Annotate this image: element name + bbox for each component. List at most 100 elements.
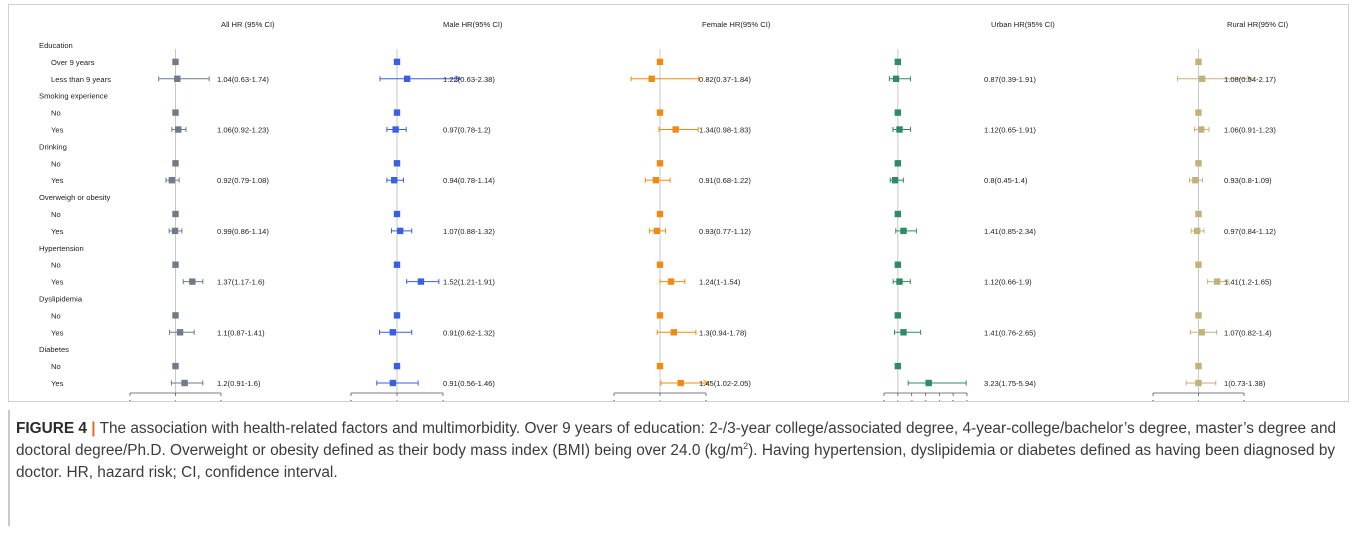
- hr-value-label: 0.97(0.84-1.12): [1224, 227, 1276, 236]
- hr-marker: [1198, 126, 1205, 133]
- hr-marker: [171, 227, 179, 235]
- hr-marker: [1195, 379, 1202, 387]
- x-tick-label: 0: [129, 399, 132, 401]
- hr-marker: [896, 126, 903, 133]
- row-label: Yes: [51, 379, 64, 388]
- row-group-label: Hypertension: [39, 244, 84, 253]
- hr-marker: [176, 329, 184, 336]
- hr-value-label: 1.07(0.82-1.4): [1224, 328, 1272, 337]
- reference-marker: [393, 160, 401, 167]
- hr-value-label: 1.41(0.76-2.65): [984, 328, 1036, 337]
- row-label: Yes: [51, 176, 64, 185]
- row-group-label: Overweigh or obesity: [39, 193, 111, 202]
- reference-marker: [894, 210, 902, 218]
- hr-marker: [900, 329, 907, 336]
- hr-marker: [667, 278, 675, 285]
- hr-value-label: 1.34(0.98-1.83): [699, 126, 751, 135]
- reference-marker: [172, 160, 179, 167]
- hr-value-label: 0.93(0.77-1.12): [699, 227, 751, 236]
- row-label: No: [51, 362, 61, 371]
- forest-plot-figure: Education Over 9 years Less than 9 years Sm…: [8, 4, 1349, 402]
- hr-marker: [389, 379, 397, 387]
- hr-value-label: 1.12(0.66-1.9): [984, 278, 1032, 287]
- forest-plot-svg: Education Over 9 years Less than 9 years Sm…: [39, 20, 1289, 401]
- reference-marker: [172, 109, 179, 116]
- hr-marker: [189, 278, 196, 285]
- reference-marker: [894, 312, 902, 319]
- hr-value-label: 1.41(0.85-2.34): [984, 227, 1036, 236]
- hr-value-label: 1.22(0.63-2.38): [443, 75, 495, 84]
- reference-marker: [393, 210, 401, 218]
- reference-marker: [393, 58, 401, 66]
- x-tick-label: 1: [659, 399, 662, 401]
- x-tick-label: 2: [220, 399, 223, 401]
- row-label: No: [51, 159, 61, 168]
- hr-marker: [168, 177, 176, 184]
- hr-value-label: 1.41(1.2-1.65): [1224, 278, 1272, 287]
- reference-marker: [1195, 261, 1202, 268]
- reference-marker: [1195, 210, 1202, 218]
- x-tick-label: 4: [938, 399, 941, 401]
- row-group-label: Dyslipidemia: [39, 295, 83, 304]
- panel-title: Urban HR(95% CI): [991, 20, 1055, 29]
- reference-marker: [1195, 58, 1202, 66]
- hr-marker: [403, 75, 411, 82]
- row-group-label: Education: [39, 41, 73, 50]
- hr-value-label: 1.06(0.91-1.23): [1224, 126, 1276, 135]
- panel-title: All HR (95% CI): [221, 20, 275, 29]
- x-tick-label: 1: [897, 399, 900, 401]
- hr-value-label: 0.92(0.79-1.08): [217, 176, 269, 185]
- hr-marker: [389, 329, 397, 336]
- hr-value-label: 0.93(0.8-1.09): [1224, 176, 1272, 185]
- hr-value-label: 1.24(1-1.54): [699, 278, 741, 287]
- x-tick-label: 1: [396, 399, 399, 401]
- hr-marker: [1198, 75, 1206, 82]
- reference-marker: [1195, 160, 1202, 167]
- reference-marker: [393, 109, 401, 116]
- hr-value-label: 1.52(1.21-1.91): [443, 278, 495, 287]
- hr-marker: [391, 177, 398, 184]
- x-tick-label: 1: [174, 399, 177, 401]
- reference-marker: [172, 312, 179, 319]
- hr-marker: [648, 75, 655, 82]
- hr-value-label: 1.07(0.88-1.32): [443, 227, 495, 236]
- hr-marker: [1193, 227, 1201, 235]
- row-group-label: Smoking experience: [39, 92, 108, 101]
- hr-marker: [1213, 278, 1221, 285]
- hr-value-label: 1.37(1.17-1.6): [217, 278, 265, 287]
- reference-marker: [1195, 312, 1202, 319]
- hr-marker: [900, 227, 907, 235]
- reference-marker: [393, 362, 401, 370]
- hr-value-label: 3.23(1.75-5.94): [984, 379, 1036, 388]
- reference-marker: [894, 261, 902, 268]
- x-tick-label: 0: [1152, 399, 1155, 401]
- hr-value-label: 1(0.73-1.38): [1224, 379, 1266, 388]
- reference-marker: [656, 312, 664, 319]
- hr-marker: [397, 227, 404, 235]
- hr-marker: [181, 379, 188, 387]
- row-label: No: [51, 109, 61, 118]
- reference-marker: [1195, 362, 1202, 370]
- caption-accent-bar: [8, 410, 10, 526]
- reference-marker: [656, 58, 664, 66]
- reference-marker: [656, 109, 664, 116]
- x-tick-label: 0: [613, 399, 616, 401]
- hr-value-label: 1.3(0.94-1.78): [699, 328, 747, 337]
- reference-marker: [894, 109, 902, 116]
- x-tick-label: 2: [442, 399, 445, 401]
- x-tick-label: 0: [883, 399, 886, 401]
- hr-marker: [652, 177, 660, 184]
- reference-marker: [172, 210, 179, 218]
- panel-title: Female HR(95% CI): [702, 20, 771, 29]
- x-tick-label: 2: [705, 399, 708, 401]
- reference-marker: [656, 160, 664, 167]
- reference-marker: [393, 261, 401, 268]
- row-group-label: Diabetes: [39, 345, 69, 354]
- row-label: No: [51, 210, 61, 219]
- reference-marker: [1195, 109, 1202, 116]
- panel-title: Rural HR(95% CI): [1227, 20, 1289, 29]
- x-tick-label: 2: [910, 399, 913, 401]
- hr-value-label: 0.91(0.62-1.32): [443, 328, 495, 337]
- hr-marker: [653, 227, 660, 235]
- reference-marker: [656, 261, 664, 268]
